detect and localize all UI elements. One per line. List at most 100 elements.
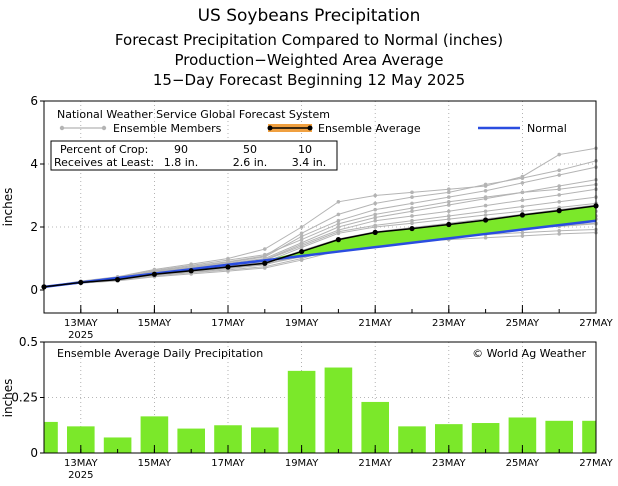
ensemble-member-point <box>299 225 304 229</box>
ensemble-member-point <box>447 203 451 207</box>
ensemble-member-point <box>373 193 378 198</box>
crop-percent-50: 50 <box>243 143 257 156</box>
legend-average-marker <box>307 125 313 131</box>
top-xtick-label: 15MAY <box>138 318 172 329</box>
top-xtick-label: 21MAY <box>358 318 392 329</box>
ensemble-member-point <box>557 173 561 177</box>
ensemble-member-point <box>299 258 304 262</box>
normal-line <box>43 219 597 289</box>
ensemble-member-point <box>520 176 525 180</box>
ensemble-member-point <box>410 221 414 226</box>
ensemble-member-point <box>189 264 193 269</box>
legend-normal-label: Normal <box>527 122 567 135</box>
ensemble-member-point <box>483 209 488 214</box>
daily-bar <box>251 427 279 453</box>
daily-bar <box>177 428 205 453</box>
top-ytick-label: 2 <box>30 220 38 234</box>
ensemble-member-line <box>43 160 597 288</box>
ensemble-member-point <box>520 209 525 214</box>
top-chart-title: National Weather Service Global Forecast… <box>57 108 330 121</box>
ensemble-member-point <box>336 218 341 223</box>
ensemble-member-point <box>447 190 451 195</box>
crop-table-row2-label: Receives at Least: <box>54 156 154 169</box>
ensemble-member-point <box>520 234 525 238</box>
legend-members-label: Ensemble Members <box>113 122 222 135</box>
bottom-xtick-label: 17MAY <box>211 458 245 469</box>
ensemble-member-point <box>299 234 304 239</box>
ensemble-member-point <box>336 212 341 217</box>
ensemble-member-point <box>447 200 451 204</box>
ensemble-member-point <box>373 223 378 228</box>
top-ytick-label: 6 <box>30 94 38 108</box>
ensemble-average-point <box>446 221 452 228</box>
top-xtick-label: 19MAY <box>285 318 319 329</box>
ensemble-member-point <box>299 244 304 248</box>
ensemble-member-point <box>373 201 378 206</box>
ensemble-member-line <box>43 232 597 288</box>
legend-average-marker <box>267 125 273 131</box>
top-y-axis-label: inches <box>1 188 15 227</box>
ensemble-member-point <box>557 184 561 188</box>
ensemble-member-point <box>483 203 488 208</box>
ensemble-member-point <box>226 269 230 273</box>
ensemble-member-point <box>557 193 561 197</box>
title-line-2: Forecast Precipitation Compared to Norma… <box>115 31 503 49</box>
ensemble-member-point <box>263 247 267 251</box>
ensemble-member-point <box>557 228 561 233</box>
ensemble-member-point <box>226 259 230 264</box>
title-line-3: Production−Weighted Area Average <box>174 51 443 69</box>
bottom-ytick-label: 0.25 <box>11 391 38 405</box>
legend-normal: Normal <box>478 122 567 135</box>
crop-percent-table: Percent of Crop: Receives at Least: 90 5… <box>50 140 338 171</box>
ensemble-average-point <box>299 248 305 255</box>
daily-bar <box>287 370 316 453</box>
ensemble-member-point <box>410 218 414 223</box>
ensemble-member-point <box>410 195 414 199</box>
ensemble-average-point <box>188 268 194 274</box>
ensemble-member-point <box>520 198 525 203</box>
title-line-4: 15−Day Forecast Beginning 12 May 2025 <box>153 71 465 89</box>
ensemble-average-point <box>483 217 489 223</box>
ensemble-member-point <box>373 215 378 220</box>
top-xtick-label: 25MAY <box>506 318 540 329</box>
ensemble-member-point <box>373 212 378 217</box>
daily-bar <box>324 367 353 453</box>
bottom-chart-title: Ensemble Average Daily Precipitation <box>57 347 263 360</box>
ensemble-member-point <box>557 152 561 157</box>
ensemble-member-point <box>299 240 304 245</box>
top-ytick-label: 0 <box>30 283 38 297</box>
ensemble-member-point <box>483 182 488 187</box>
ensemble-member-point <box>520 190 525 195</box>
ensemble-average-point <box>225 264 231 270</box>
crop-percent-90: 90 <box>174 143 188 156</box>
ensemble-average-point <box>78 279 84 286</box>
daily-bar <box>545 420 573 453</box>
ensemble-member-point <box>263 254 267 258</box>
title-main: US Soybeans Precipitation <box>198 6 421 26</box>
ensemble-member-point <box>520 204 525 209</box>
crop-amount-90: 1.8 in. <box>164 156 199 169</box>
ensemble-member-point <box>447 217 451 221</box>
bottom-ytick-label: 0 <box>30 446 38 460</box>
bottom-xtick-label: 15MAY <box>138 458 172 469</box>
ensemble-member-point <box>557 232 561 236</box>
ensemble-average-point <box>151 271 157 277</box>
daily-bar <box>582 420 596 453</box>
ensemble-member-point <box>226 256 230 261</box>
ensemble-average-point <box>115 277 121 283</box>
ensemble-member-point <box>483 196 488 201</box>
legend-members: Ensemble Members <box>59 122 222 135</box>
bottom-xtick-label: 25MAY <box>506 458 540 469</box>
daily-bar <box>44 421 58 453</box>
ensemble-average-point <box>372 229 378 235</box>
ensemble-member-point <box>447 187 451 191</box>
ensemble-member-point <box>336 200 341 204</box>
ensemble-member-point <box>447 195 451 199</box>
ensemble-member-point <box>520 230 525 235</box>
ensemble-member-point <box>263 266 267 270</box>
ensemble-average-line <box>43 205 597 288</box>
crop-percent-10: 10 <box>298 143 312 156</box>
